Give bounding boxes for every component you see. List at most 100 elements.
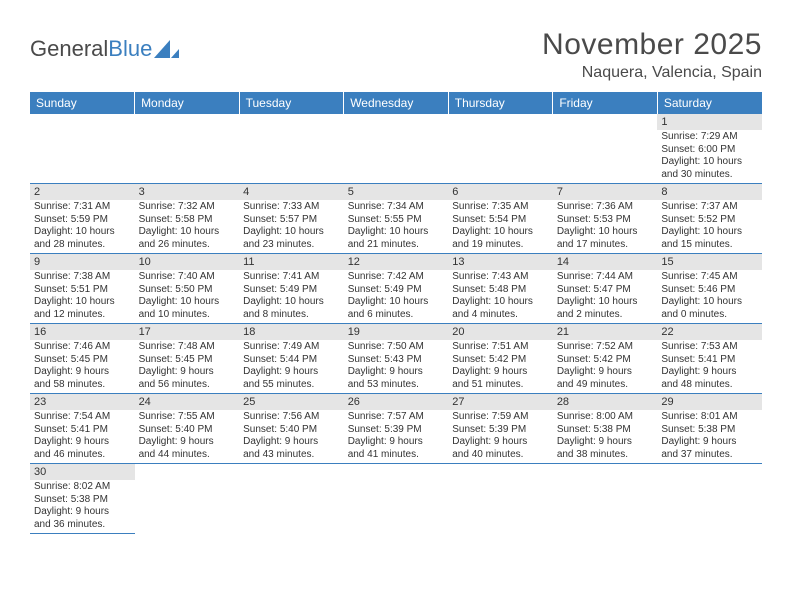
- weekday-header-row: SundayMondayTuesdayWednesdayThursdayFrid…: [30, 92, 762, 114]
- day-details: Sunrise: 7:29 AMSunset: 6:00 PMDaylight:…: [657, 130, 762, 183]
- calendar-day-cell: 11Sunrise: 7:41 AMSunset: 5:49 PMDayligh…: [239, 254, 344, 324]
- day-number: 17: [135, 324, 240, 340]
- calendar-day-cell: 12Sunrise: 7:42 AMSunset: 5:49 PMDayligh…: [344, 254, 449, 324]
- calendar-day-cell: 15Sunrise: 7:45 AMSunset: 5:46 PMDayligh…: [657, 254, 762, 324]
- day-number: 22: [657, 324, 762, 340]
- day-details: Sunrise: 7:45 AMSunset: 5:46 PMDaylight:…: [657, 270, 762, 323]
- day-details: Sunrise: 7:44 AMSunset: 5:47 PMDaylight:…: [553, 270, 658, 323]
- day-number: 8: [657, 184, 762, 200]
- day-number: 13: [448, 254, 553, 270]
- calendar-day-cell: 3Sunrise: 7:32 AMSunset: 5:58 PMDaylight…: [135, 184, 240, 254]
- day-number: 23: [30, 394, 135, 410]
- day-number: 2: [30, 184, 135, 200]
- day-number: 20: [448, 324, 553, 340]
- calendar-day-cell: 19Sunrise: 7:50 AMSunset: 5:43 PMDayligh…: [344, 324, 449, 394]
- calendar-page: GeneralBlue November 2025 Naquera, Valen…: [0, 0, 792, 534]
- day-details: Sunrise: 8:01 AMSunset: 5:38 PMDaylight:…: [657, 410, 762, 463]
- day-number: 24: [135, 394, 240, 410]
- weekday-header: Thursday: [448, 92, 553, 114]
- day-number: 14: [553, 254, 658, 270]
- day-details: Sunrise: 8:00 AMSunset: 5:38 PMDaylight:…: [553, 410, 658, 463]
- weekday-header: Wednesday: [344, 92, 449, 114]
- calendar-day-cell: 8Sunrise: 7:37 AMSunset: 5:52 PMDaylight…: [657, 184, 762, 254]
- day-number: 15: [657, 254, 762, 270]
- day-number: 5: [344, 184, 449, 200]
- day-details: Sunrise: 7:57 AMSunset: 5:39 PMDaylight:…: [344, 410, 449, 463]
- day-details: Sunrise: 7:43 AMSunset: 5:48 PMDaylight:…: [448, 270, 553, 323]
- weekday-header: Sunday: [30, 92, 135, 114]
- day-details: Sunrise: 7:46 AMSunset: 5:45 PMDaylight:…: [30, 340, 135, 393]
- day-details: Sunrise: 7:49 AMSunset: 5:44 PMDaylight:…: [239, 340, 344, 393]
- day-details: Sunrise: 7:37 AMSunset: 5:52 PMDaylight:…: [657, 200, 762, 253]
- weekday-header: Friday: [553, 92, 658, 114]
- calendar-empty-cell: [344, 464, 449, 534]
- day-details: Sunrise: 7:59 AMSunset: 5:39 PMDaylight:…: [448, 410, 553, 463]
- calendar-day-cell: 27Sunrise: 7:59 AMSunset: 5:39 PMDayligh…: [448, 394, 553, 464]
- calendar-day-cell: 22Sunrise: 7:53 AMSunset: 5:41 PMDayligh…: [657, 324, 762, 394]
- calendar-week-row: 9Sunrise: 7:38 AMSunset: 5:51 PMDaylight…: [30, 254, 762, 324]
- day-details: Sunrise: 7:32 AMSunset: 5:58 PMDaylight:…: [135, 200, 240, 253]
- calendar-table: SundayMondayTuesdayWednesdayThursdayFrid…: [30, 92, 762, 534]
- day-number: 6: [448, 184, 553, 200]
- logo-sail-icon: [154, 40, 180, 60]
- day-details: Sunrise: 8:02 AMSunset: 5:38 PMDaylight:…: [30, 480, 135, 533]
- calendar-week-row: 1Sunrise: 7:29 AMSunset: 6:00 PMDaylight…: [30, 114, 762, 184]
- day-details: Sunrise: 7:41 AMSunset: 5:49 PMDaylight:…: [239, 270, 344, 323]
- calendar-week-row: 16Sunrise: 7:46 AMSunset: 5:45 PMDayligh…: [30, 324, 762, 394]
- logo-text-a: General: [30, 36, 108, 62]
- day-details: Sunrise: 7:34 AMSunset: 5:55 PMDaylight:…: [344, 200, 449, 253]
- day-details: Sunrise: 7:52 AMSunset: 5:42 PMDaylight:…: [553, 340, 658, 393]
- day-number: 3: [135, 184, 240, 200]
- day-number: 12: [344, 254, 449, 270]
- day-number: 19: [344, 324, 449, 340]
- day-details: Sunrise: 7:51 AMSunset: 5:42 PMDaylight:…: [448, 340, 553, 393]
- day-details: Sunrise: 7:38 AMSunset: 5:51 PMDaylight:…: [30, 270, 135, 323]
- day-number: 1: [657, 114, 762, 130]
- day-details: Sunrise: 7:56 AMSunset: 5:40 PMDaylight:…: [239, 410, 344, 463]
- calendar-day-cell: 23Sunrise: 7:54 AMSunset: 5:41 PMDayligh…: [30, 394, 135, 464]
- calendar-empty-cell: [448, 464, 553, 534]
- calendar-day-cell: 24Sunrise: 7:55 AMSunset: 5:40 PMDayligh…: [135, 394, 240, 464]
- calendar-day-cell: 29Sunrise: 8:01 AMSunset: 5:38 PMDayligh…: [657, 394, 762, 464]
- day-number: 21: [553, 324, 658, 340]
- day-number: 4: [239, 184, 344, 200]
- day-details: Sunrise: 7:35 AMSunset: 5:54 PMDaylight:…: [448, 200, 553, 253]
- day-number: 29: [657, 394, 762, 410]
- calendar-day-cell: 6Sunrise: 7:35 AMSunset: 5:54 PMDaylight…: [448, 184, 553, 254]
- day-number: 28: [553, 394, 658, 410]
- calendar-day-cell: 1Sunrise: 7:29 AMSunset: 6:00 PMDaylight…: [657, 114, 762, 184]
- calendar-day-cell: 4Sunrise: 7:33 AMSunset: 5:57 PMDaylight…: [239, 184, 344, 254]
- day-details: Sunrise: 7:31 AMSunset: 5:59 PMDaylight:…: [30, 200, 135, 253]
- day-details: Sunrise: 7:40 AMSunset: 5:50 PMDaylight:…: [135, 270, 240, 323]
- day-details: Sunrise: 7:36 AMSunset: 5:53 PMDaylight:…: [553, 200, 658, 253]
- day-details: Sunrise: 7:48 AMSunset: 5:45 PMDaylight:…: [135, 340, 240, 393]
- calendar-empty-cell: [657, 464, 762, 534]
- calendar-day-cell: 21Sunrise: 7:52 AMSunset: 5:42 PMDayligh…: [553, 324, 658, 394]
- day-details: Sunrise: 7:42 AMSunset: 5:49 PMDaylight:…: [344, 270, 449, 323]
- calendar-day-cell: 20Sunrise: 7:51 AMSunset: 5:42 PMDayligh…: [448, 324, 553, 394]
- title-block: November 2025 Naquera, Valencia, Spain: [542, 28, 762, 82]
- day-number: 18: [239, 324, 344, 340]
- calendar-day-cell: 25Sunrise: 7:56 AMSunset: 5:40 PMDayligh…: [239, 394, 344, 464]
- calendar-day-cell: 5Sunrise: 7:34 AMSunset: 5:55 PMDaylight…: [344, 184, 449, 254]
- calendar-empty-cell: [239, 114, 344, 184]
- location: Naquera, Valencia, Spain: [542, 64, 762, 82]
- header: GeneralBlue November 2025 Naquera, Valen…: [30, 28, 762, 82]
- logo: GeneralBlue: [30, 36, 180, 62]
- day-number: 26: [344, 394, 449, 410]
- calendar-week-row: 2Sunrise: 7:31 AMSunset: 5:59 PMDaylight…: [30, 184, 762, 254]
- calendar-day-cell: 26Sunrise: 7:57 AMSunset: 5:39 PMDayligh…: [344, 394, 449, 464]
- calendar-week-row: 30Sunrise: 8:02 AMSunset: 5:38 PMDayligh…: [30, 464, 762, 534]
- calendar-day-cell: 18Sunrise: 7:49 AMSunset: 5:44 PMDayligh…: [239, 324, 344, 394]
- calendar-empty-cell: [448, 114, 553, 184]
- day-details: Sunrise: 7:53 AMSunset: 5:41 PMDaylight:…: [657, 340, 762, 393]
- day-details: Sunrise: 7:55 AMSunset: 5:40 PMDaylight:…: [135, 410, 240, 463]
- calendar-empty-cell: [135, 464, 240, 534]
- calendar-day-cell: 16Sunrise: 7:46 AMSunset: 5:45 PMDayligh…: [30, 324, 135, 394]
- calendar-day-cell: 28Sunrise: 8:00 AMSunset: 5:38 PMDayligh…: [553, 394, 658, 464]
- day-number: 27: [448, 394, 553, 410]
- calendar-day-cell: 17Sunrise: 7:48 AMSunset: 5:45 PMDayligh…: [135, 324, 240, 394]
- weekday-header: Saturday: [657, 92, 762, 114]
- page-title: November 2025: [542, 28, 762, 62]
- calendar-day-cell: 13Sunrise: 7:43 AMSunset: 5:48 PMDayligh…: [448, 254, 553, 324]
